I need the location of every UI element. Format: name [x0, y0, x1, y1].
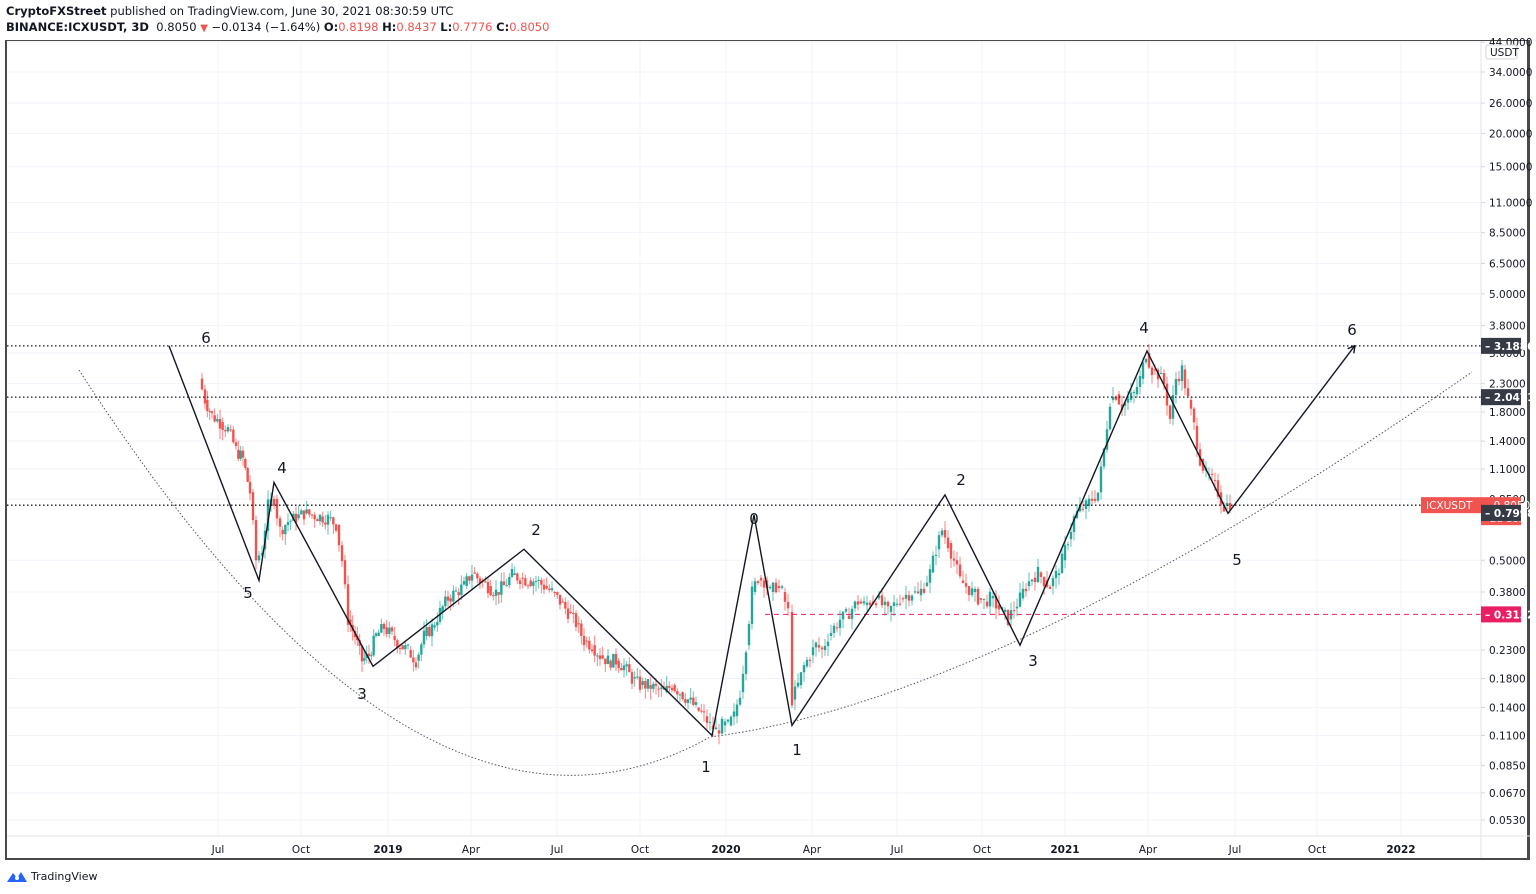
footer: TradingView: [6, 869, 97, 883]
wave-label: 3: [357, 685, 367, 703]
y-tick-label: 6.5000: [1489, 258, 1526, 270]
author-name[interactable]: CryptoFXStreet: [6, 4, 107, 18]
y-tick-label: 34.0000: [1489, 67, 1532, 79]
wave-path[interactable]: [168, 345, 1356, 737]
x-tick-label: Apr: [462, 844, 481, 856]
tradingview-logo-icon: [7, 872, 27, 882]
price-level-label: [1481, 389, 1521, 406]
svg-text:– 3.1886: – 3.1886: [1485, 341, 1534, 353]
wave-label: 4: [277, 459, 287, 477]
cup-curve[interactable]: [78, 369, 1473, 776]
wave-label: 1: [792, 741, 802, 759]
y-tick-label: 0.5000: [1489, 555, 1526, 567]
price-change: −0.0134 (−1.64%): [211, 20, 321, 34]
y-tick-label: 1.4000: [1489, 436, 1526, 448]
wave-label: 6: [201, 329, 211, 347]
x-tick-label: 2022: [1386, 844, 1415, 856]
down-triangle-icon: ▼: [200, 23, 208, 34]
x-tick-label: Apr: [1139, 844, 1158, 856]
wave-label: 5: [243, 584, 253, 602]
wave-label: 0: [749, 510, 759, 528]
y-tick-label: 0.0850: [1489, 760, 1526, 772]
last-price: 0.8050: [156, 20, 197, 34]
y-tick-label: 1.1000: [1489, 464, 1526, 476]
open-label: O:: [323, 20, 339, 34]
low-value: 0.7776: [452, 20, 493, 34]
y-tick-label: 0.3800: [1489, 587, 1526, 599]
arrow-head-icon: [1353, 345, 1356, 354]
publish-info: published on TradingView.com, June 30, 2…: [106, 4, 454, 18]
y-tick-label: 11.0000: [1489, 198, 1532, 210]
y-tick-label: 26.0000: [1489, 98, 1532, 110]
y-tick-label: 3.8000: [1489, 321, 1526, 333]
currency-badge[interactable]: [1485, 44, 1518, 60]
y-tick-label: 0.1400: [1489, 703, 1526, 715]
wave-label: 4: [1139, 319, 1149, 337]
wave-label: 1: [701, 758, 711, 776]
publish-line: CryptoFXStreet published on TradingView.…: [6, 3, 549, 19]
y-tick-label: 1.8000: [1489, 407, 1526, 419]
high-label: H:: [382, 20, 397, 34]
x-tick-label: Oct: [292, 844, 310, 856]
currency-label: USDT: [1490, 47, 1519, 59]
x-tick-label: 2020: [711, 844, 740, 856]
x-tick-label: Oct: [973, 844, 991, 856]
y-tick-label: 20.0000: [1489, 128, 1532, 140]
y-tick-label: 0.1800: [1489, 673, 1526, 685]
x-tick-label: Jul: [1228, 844, 1242, 856]
wave-label: 2: [531, 521, 541, 539]
x-tick-label: Oct: [631, 844, 649, 856]
close-label: C:: [496, 20, 510, 34]
x-tick-label: Apr: [803, 844, 822, 856]
x-tick-label: Oct: [1308, 844, 1326, 856]
x-tick-label: Jul: [550, 844, 564, 856]
arrow-head-icon: [1347, 344, 1356, 350]
chart-frame: [5, 40, 1530, 860]
y-tick-label: 0.1100: [1489, 730, 1526, 742]
y-tick-label: 5.0000: [1489, 289, 1526, 301]
y-tick-label: 2.3000: [1489, 379, 1526, 391]
tradingview-brand[interactable]: TradingView: [31, 869, 98, 883]
wave-label: 5: [1232, 551, 1242, 569]
close-value: 0.8050: [509, 20, 550, 34]
y-tick-label: 0.0670: [1489, 788, 1526, 800]
x-tick-label: 2019: [373, 844, 402, 856]
svg-text:– 0.3132: – 0.3132: [1485, 609, 1534, 621]
chart-header: CryptoFXStreet published on TradingView.…: [6, 3, 549, 37]
wave-label: 2: [956, 471, 966, 489]
y-tick-label: 0.2300: [1489, 645, 1526, 657]
plot-area[interactable]: [7, 41, 1481, 836]
high-value: 0.8437: [396, 20, 437, 34]
open-value: 0.8198: [338, 20, 379, 34]
low-label: L:: [440, 20, 453, 34]
svg-text:– 0.7998: – 0.7998: [1485, 508, 1534, 520]
symbol-label: BINANCE:ICXUSDT, 3D: [6, 20, 149, 34]
x-tick-label: Jul: [890, 844, 904, 856]
price-level-label: [1481, 606, 1521, 623]
wave-label: 3: [1028, 652, 1038, 670]
x-tick-label: 2021: [1050, 844, 1079, 856]
y-tick-label: 0.0530: [1489, 815, 1526, 827]
svg-text:ICXUSDT: ICXUSDT: [1426, 500, 1473, 512]
wave-label: 6: [1347, 321, 1357, 339]
y-tick-label: 8.5000: [1489, 227, 1526, 239]
price-level-label: [1481, 337, 1521, 354]
ohlc-line: BINANCE:ICXUSDT, 3D 0.8050 ▼ −0.0134 (−1…: [6, 19, 549, 37]
svg-text:– 2.0471: – 2.0471: [1485, 392, 1534, 404]
y-tick-label: 15.0000: [1489, 162, 1532, 174]
price-level-label: [1481, 504, 1521, 521]
x-tick-label: Jul: [211, 844, 225, 856]
